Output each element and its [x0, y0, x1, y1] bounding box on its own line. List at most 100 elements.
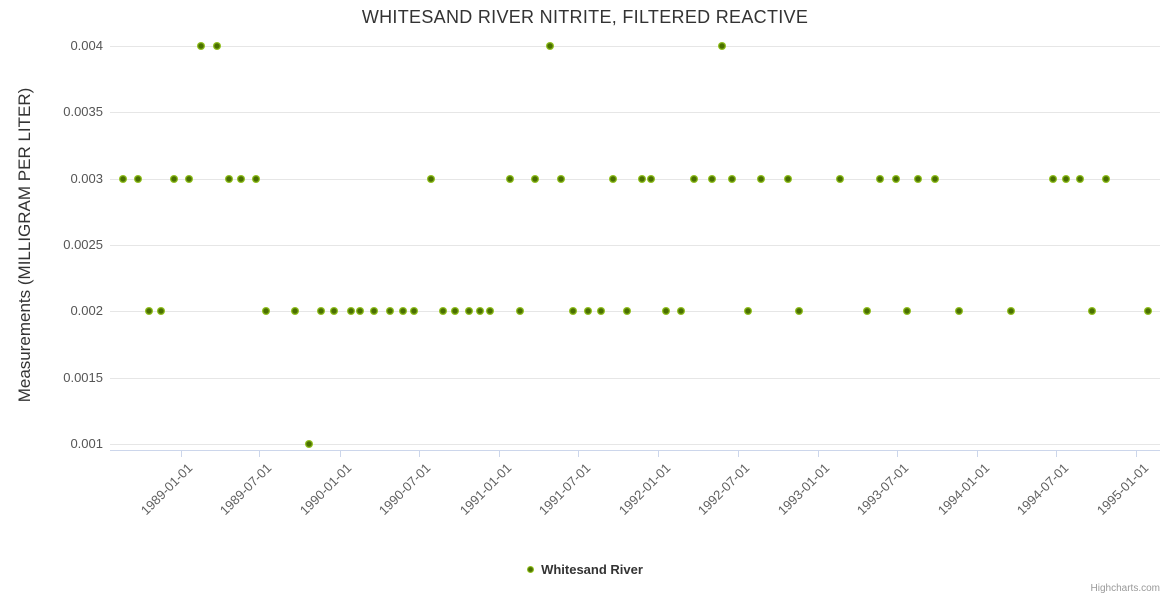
data-point[interactable]	[346, 307, 355, 316]
data-point[interactable]	[386, 307, 395, 316]
y-axis-tick-label: 0.002	[70, 303, 103, 319]
data-point[interactable]	[584, 307, 593, 316]
data-point[interactable]	[647, 174, 656, 183]
x-axis-tick	[499, 450, 501, 457]
x-axis-tick	[339, 450, 341, 457]
legend-marker-icon	[527, 566, 535, 573]
data-point[interactable]	[486, 307, 495, 316]
data-point[interactable]	[476, 307, 485, 316]
data-point[interactable]	[426, 174, 435, 183]
x-axis-tick	[977, 450, 979, 457]
data-point[interactable]	[169, 174, 178, 183]
data-point[interactable]	[370, 307, 379, 316]
y-gridline	[110, 444, 1160, 445]
data-point[interactable]	[516, 307, 525, 316]
data-point[interactable]	[317, 307, 326, 316]
data-point[interactable]	[133, 174, 142, 183]
y-gridline	[110, 46, 1160, 47]
data-point[interactable]	[545, 42, 554, 50]
y-gridline	[110, 112, 1160, 114]
data-point[interactable]	[862, 307, 871, 316]
data-point[interactable]	[451, 307, 460, 316]
data-point[interactable]	[728, 174, 737, 183]
x-axis-line	[110, 450, 1160, 451]
x-axis-tick	[737, 450, 739, 457]
highcharts-credit-link[interactable]: Highcharts.com	[1090, 583, 1160, 594]
data-point[interactable]	[557, 174, 566, 183]
data-point[interactable]	[291, 307, 300, 316]
data-point[interactable]	[875, 174, 884, 183]
x-axis-tick	[817, 450, 819, 457]
x-axis-tick-label: 1990-01-01	[297, 460, 355, 518]
y-axis-tick-label: 0.0025	[63, 237, 103, 252]
data-point[interactable]	[743, 307, 752, 316]
data-point[interactable]	[954, 307, 963, 316]
data-point[interactable]	[157, 307, 166, 316]
data-point[interactable]	[531, 174, 540, 183]
data-point[interactable]	[224, 174, 233, 183]
data-point[interactable]	[1087, 307, 1096, 316]
data-point[interactable]	[931, 174, 940, 183]
data-point[interactable]	[717, 42, 726, 50]
data-point[interactable]	[914, 174, 923, 183]
data-point[interactable]	[304, 440, 313, 448]
data-point[interactable]	[251, 174, 260, 183]
data-point[interactable]	[262, 307, 271, 316]
x-axis-tick	[1136, 450, 1138, 457]
y-axis-tick-label: 0.004	[70, 38, 103, 53]
data-point[interactable]	[795, 307, 804, 316]
x-axis-tick-label: 1992-07-01	[694, 460, 753, 518]
data-point[interactable]	[891, 174, 900, 183]
x-axis-tick-label: 1995-01-01	[1093, 460, 1152, 518]
y-axis-tick-label: 0.0035	[63, 104, 103, 120]
data-point[interactable]	[784, 174, 793, 183]
data-point[interactable]	[464, 307, 473, 316]
data-point[interactable]	[622, 307, 631, 316]
y-gridline	[110, 377, 1160, 379]
x-axis-tick-label: 1991-07-01	[535, 460, 593, 518]
data-point[interactable]	[637, 174, 646, 183]
data-point[interactable]	[329, 307, 338, 316]
data-point[interactable]	[1143, 307, 1152, 316]
x-axis-tick	[1056, 450, 1058, 457]
data-point[interactable]	[1048, 174, 1057, 183]
data-point[interactable]	[438, 307, 447, 316]
data-point[interactable]	[902, 307, 911, 316]
data-point[interactable]	[708, 174, 717, 183]
x-axis-tick-label: 1994-01-01	[934, 460, 993, 518]
data-point[interactable]	[355, 307, 364, 316]
data-point[interactable]	[608, 174, 617, 183]
data-point[interactable]	[118, 174, 127, 183]
data-point[interactable]	[506, 174, 515, 183]
data-point[interactable]	[662, 307, 671, 316]
x-axis-tick-label: 1990-07-01	[376, 460, 434, 518]
x-axis-tick-label: 1993-07-01	[854, 460, 912, 518]
data-point[interactable]	[185, 174, 194, 183]
y-axis-tick-label: 0.003	[70, 170, 103, 186]
data-point[interactable]	[212, 42, 221, 50]
data-point[interactable]	[409, 307, 418, 316]
data-point[interactable]	[1062, 174, 1071, 183]
data-point[interactable]	[596, 307, 605, 316]
y-axis-tick-label: 0.001	[70, 436, 103, 451]
data-point[interactable]	[399, 307, 408, 316]
x-axis-tick	[180, 450, 182, 457]
data-point[interactable]	[197, 42, 206, 50]
data-point[interactable]	[144, 307, 153, 316]
y-gridline	[110, 245, 1160, 246]
data-point[interactable]	[757, 174, 766, 183]
x-axis-tick-label: 1989-07-01	[216, 460, 275, 518]
y-gridline	[110, 178, 1160, 180]
data-point[interactable]	[1076, 174, 1085, 183]
data-point[interactable]	[689, 174, 698, 183]
data-point[interactable]	[835, 174, 844, 183]
data-point[interactable]	[569, 307, 578, 316]
x-axis-tick	[577, 450, 579, 457]
legend-item-whitesand-river[interactable]: Whitesand River	[0, 562, 1170, 577]
data-point[interactable]	[237, 174, 246, 183]
data-point[interactable]	[1101, 174, 1110, 183]
x-axis-tick	[658, 450, 660, 457]
data-point[interactable]	[1007, 307, 1016, 316]
legend-label: Whitesand River	[541, 562, 643, 577]
data-point[interactable]	[676, 307, 685, 316]
